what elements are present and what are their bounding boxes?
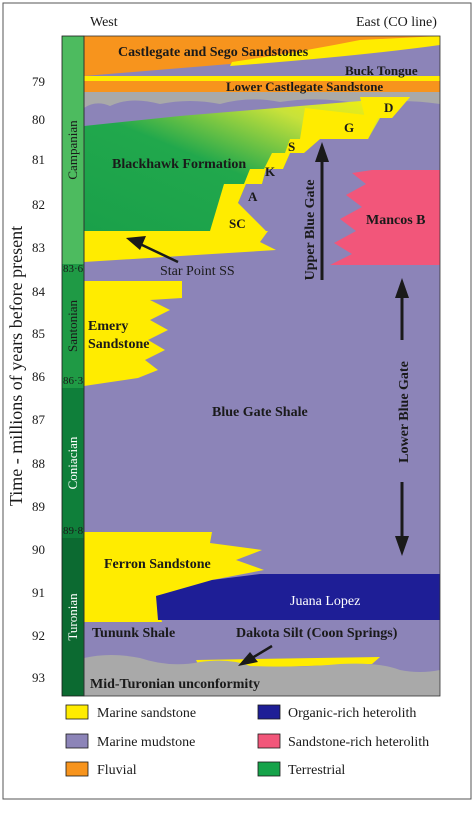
label-emery-line2: Sandstone [88,337,149,352]
fluvial-swatch [65,761,89,777]
tick-80: 80 [32,112,45,127]
tick-87: 87 [32,412,46,427]
stage-santonian-label: Santonian [65,300,80,352]
legend-label-terrestrial: Terrestrial [288,763,345,778]
stage-turonian-box [62,538,84,696]
y-axis-title: Time - millions of years before present [6,226,26,506]
label-emery-line1: Emery [88,319,128,334]
marine-sandstone-swatch [65,704,89,720]
sandstone-tongue-k [264,153,290,169]
mid-turonian-unconformity-zone [84,655,440,696]
boundary-89-8: 89·8 [63,525,84,537]
legend-label-organic-rich-heterolith: Organic-rich heterolith [288,706,416,721]
tick-82: 82 [32,197,45,212]
tick-83: 83 [32,240,45,255]
lower-castlegate-fluvial-band [84,81,440,92]
west-label: West [90,15,118,30]
dakota-silt-pointer [238,644,273,666]
tick-89: 89 [32,499,45,514]
tick-84: 84 [32,284,46,299]
label-d: D [384,100,393,115]
stage-turonian-label: Turonian [65,593,80,641]
boundary-86-3: 86·3 [63,375,84,387]
sandstone-tongue-sc [210,184,266,231]
stage-campanian-label: Campanian [65,120,80,180]
label-k: K [265,164,276,179]
label-juana-lopez: Juana Lopez [290,594,360,609]
sandstone-rich-heterolith-swatch [257,733,281,749]
marine-mudstone-swatch [65,733,89,749]
mancos-b-heterolith [330,170,440,265]
ferron-sandstone [84,532,264,622]
stage-coniacian-box [62,388,84,538]
label-mancos-b: Mancos B [366,213,426,228]
terrestrial-swatch [257,761,281,777]
emery-sandstone [84,281,182,386]
tick-92: 92 [32,628,45,643]
tick-91: 91 [32,585,45,600]
upper-blue-gate-arrow [315,142,329,280]
legend: Marine sandstone Organic-rich heterolith… [65,704,429,778]
lower-castlegate-yellow-band [84,76,440,81]
label-dakota-silt: Dakota Silt (Coon Springs) [236,626,398,641]
label-unconformity: Mid-Turonian unconformity [90,677,260,692]
y-axis-ticks: 79 80 81 82 83 84 85 86 87 88 89 90 91 9… [32,74,46,685]
label-s: S [288,139,295,154]
chart-border [83,35,441,697]
star-point-pointer [126,236,179,264]
label-g: G [344,120,354,135]
label-ferron: Ferron Sandstone [104,557,211,572]
stage-santonian-box [62,264,84,388]
label-tununk: Tununk Shale [92,626,175,641]
legend-label-sandstone-rich-heterolith: Sandstone-rich heterolith [288,735,429,750]
label-sc: SC [229,216,246,231]
lower-blue-gate-arrow [395,278,409,556]
tick-93: 93 [32,670,45,685]
legend-label-marine-mudstone: Marine mudstone [97,735,195,750]
label-castlegate: Castlegate and Sego Sandstones [118,45,309,60]
sandstone-tongue-s [285,139,320,153]
tick-88: 88 [32,456,45,471]
tick-85: 85 [32,326,45,341]
label-star-point: Star Point SS [160,264,235,279]
tick-79: 79 [32,74,45,89]
stage-campanian-box [62,36,84,264]
upper-unconformity-band [84,92,440,108]
label-upper-blue-gate: Upper Blue Gate [303,180,318,281]
organic-rich-heterolith-swatch [257,704,281,720]
label-buck-tongue: Buck Tongue [345,63,418,78]
boundary-83-6: 83·6 [63,263,84,275]
tick-81: 81 [32,152,45,167]
sandstone-tongue-a [244,169,266,184]
juana-lopez-heterolith [156,574,440,620]
stage-coniacian-label: Coniacian [65,436,80,489]
castlegate-marine-tongue [230,36,440,66]
label-lower-blue-gate: Lower Blue Gate [397,361,412,463]
legend-label-fluvial: Fluvial [97,763,137,778]
label-a: A [248,189,258,204]
tick-86: 86 [32,369,46,384]
figure-frame [2,2,472,800]
east-label: East (CO line) [356,15,437,30]
sandstone-tongue-d [360,97,410,118]
label-blue-gate-shale: Blue Gate Shale [212,405,308,420]
sandstone-tongue-g [300,108,392,139]
label-lower-castlegate: Lower Castlegate Sandstone [226,79,383,94]
tick-90: 90 [32,542,45,557]
label-blackhawk: Blackhawk Formation [112,157,246,172]
legend-label-marine-sandstone: Marine sandstone [97,706,196,721]
